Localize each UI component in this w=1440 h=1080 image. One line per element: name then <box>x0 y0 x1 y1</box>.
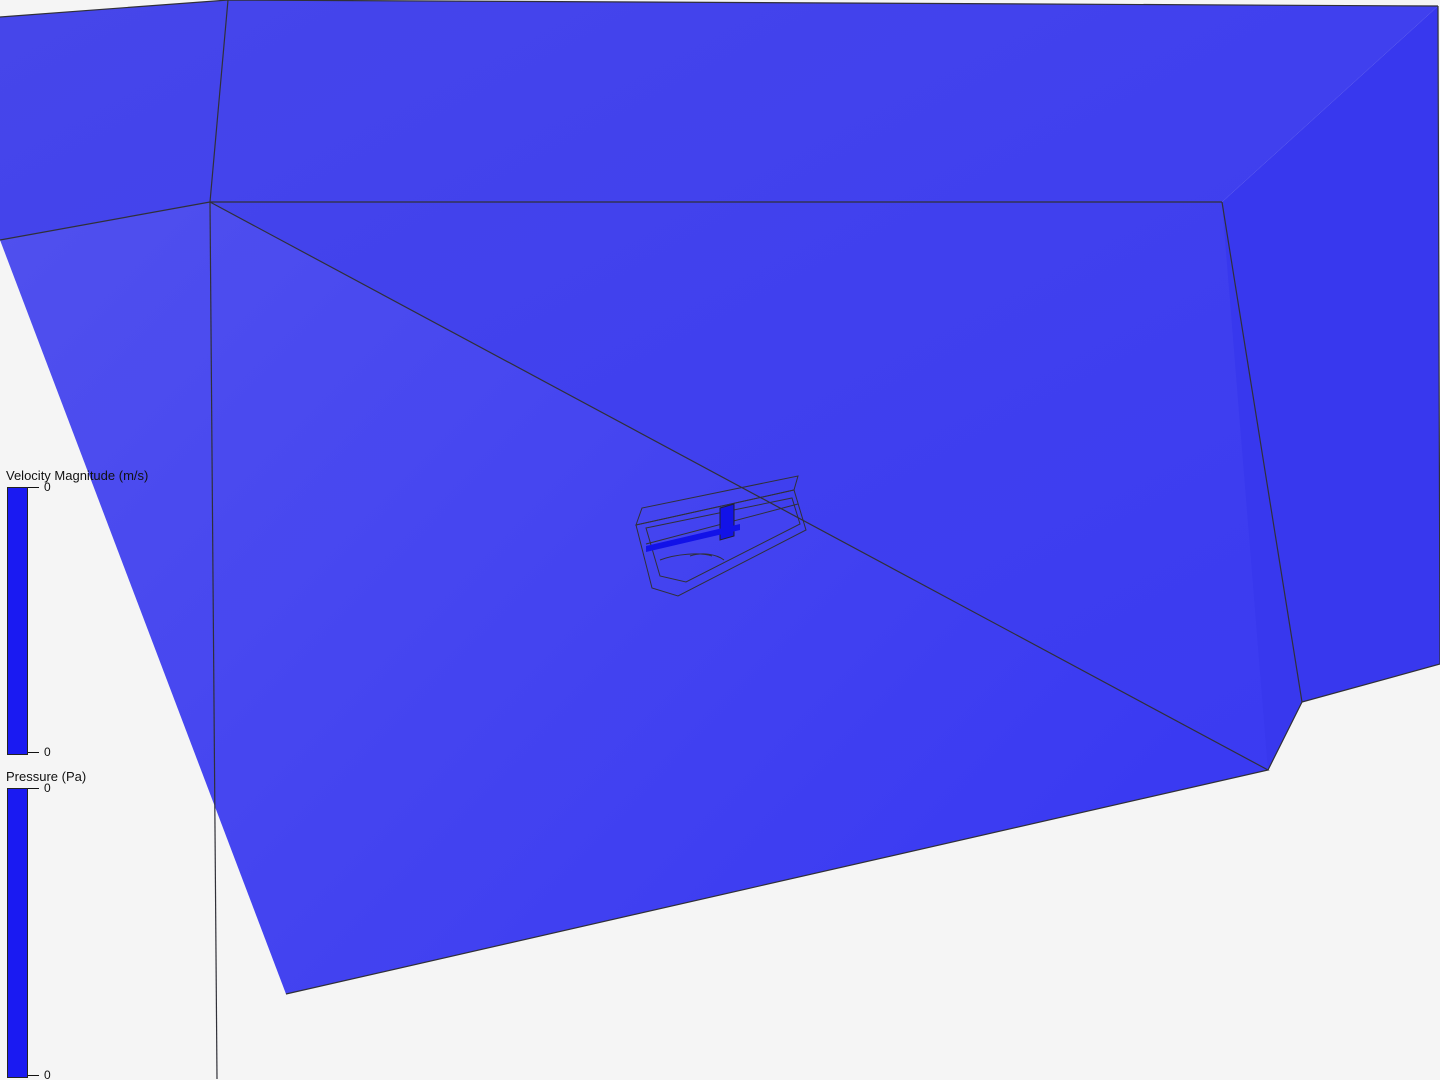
legend-pressure-top-value: 0 <box>44 781 51 795</box>
legend-pressure: Pressure (Pa) 0 0 <box>6 769 148 1078</box>
simulation-viewport[interactable] <box>0 0 1440 1080</box>
legend-velocity-title: Velocity Magnitude (m/s) <box>6 468 148 483</box>
legend-panel: Velocity Magnitude (m/s) 0 0 Pressure (P… <box>6 468 148 1080</box>
legend-pressure-title: Pressure (Pa) <box>6 769 148 784</box>
legend-pressure-colorbar <box>7 788 28 1078</box>
legend-velocity-top-value: 0 <box>44 480 51 494</box>
legend-velocity-colorbar <box>7 487 28 755</box>
legend-velocity: Velocity Magnitude (m/s) 0 0 <box>6 468 148 755</box>
legend-velocity-bottom-value: 0 <box>44 745 51 759</box>
legend-pressure-bottom-value: 0 <box>44 1068 51 1080</box>
